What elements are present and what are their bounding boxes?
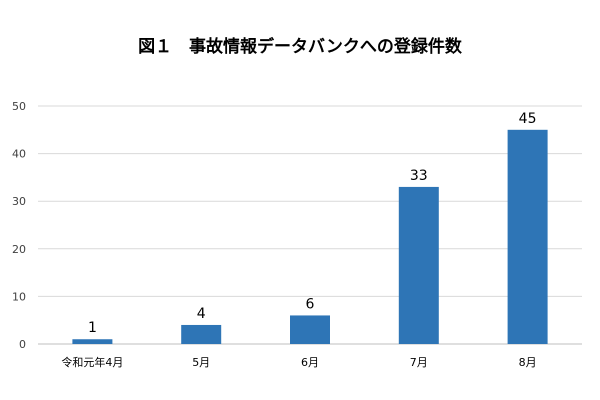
y-tick-label: 20 — [12, 243, 26, 256]
bar — [72, 339, 113, 344]
chart-title: 図１ 事故情報データバンクへの登録件数 — [138, 36, 463, 57]
data-label: 4 — [197, 306, 206, 322]
y-tick-label: 40 — [12, 148, 26, 161]
y-axis-ticks: 0 10 20 30 40 50 — [12, 100, 26, 351]
x-tick-label: 令和元年4月 — [61, 355, 123, 369]
bar — [181, 324, 222, 344]
x-tick-label: 6月 — [301, 356, 319, 369]
x-axis-ticks: 令和元年4月 5月 6月 7月 8月 — [61, 355, 536, 369]
y-tick-label: 0 — [19, 338, 26, 351]
data-label: 45 — [519, 111, 537, 127]
y-tick-label: 50 — [12, 100, 26, 113]
y-tick-label: 10 — [12, 290, 26, 303]
x-tick-label: 8月 — [519, 356, 537, 369]
x-tick-label: 7月 — [410, 356, 428, 369]
data-label: 6 — [306, 296, 315, 312]
bar — [398, 186, 439, 344]
gridlines — [38, 105, 582, 345]
data-labels: 1 4 6 33 45 — [88, 111, 537, 336]
data-label: 33 — [410, 168, 428, 184]
bar — [507, 129, 548, 344]
y-tick-label: 30 — [12, 195, 26, 208]
data-label: 1 — [88, 320, 97, 336]
bars — [72, 129, 548, 344]
bar — [290, 315, 330, 344]
x-tick-label: 5月 — [192, 356, 210, 369]
